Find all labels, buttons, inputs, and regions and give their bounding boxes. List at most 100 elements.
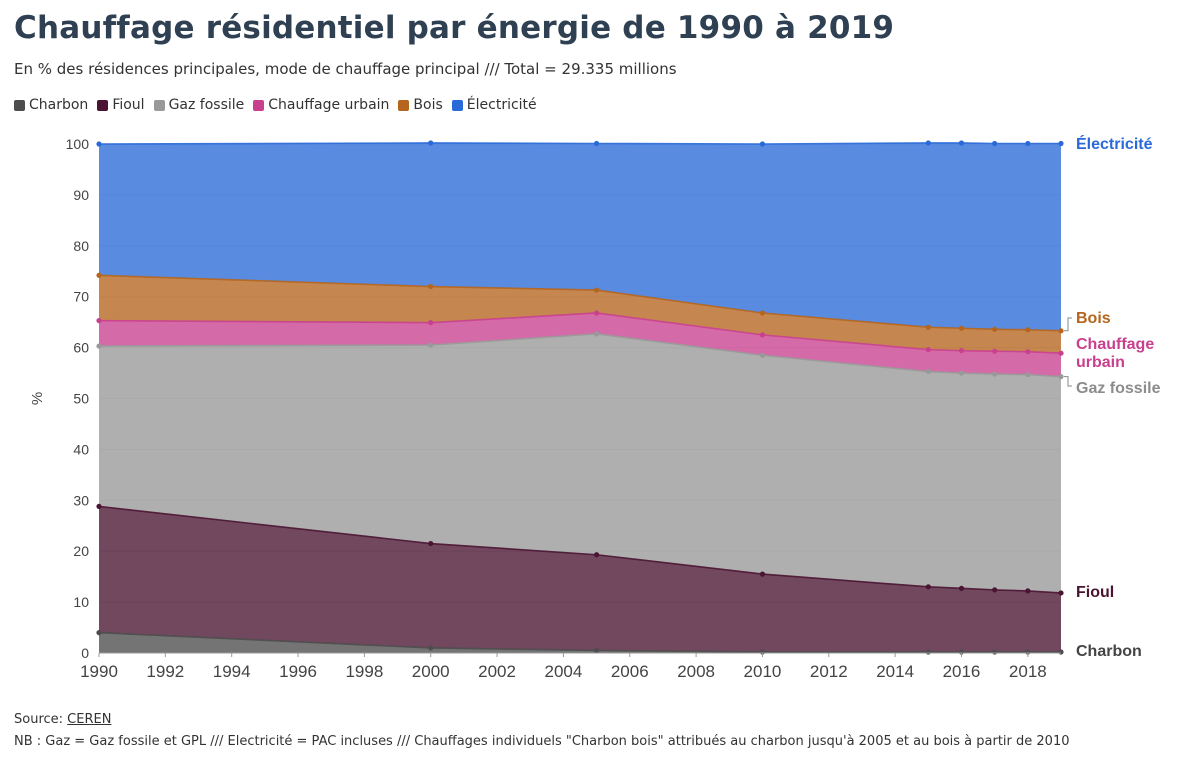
legend-item-chauffage-urbain[interactable]: Chauffage urbain xyxy=(253,97,389,113)
y-tick-label: 60 xyxy=(73,340,89,356)
end-label-charbon: Charbon xyxy=(1076,643,1142,660)
x-tick-label: 2006 xyxy=(611,662,649,681)
legend-swatch xyxy=(153,99,165,111)
end-label-fioul: Fioul xyxy=(1076,584,1114,601)
point-fioul[interactable] xyxy=(759,571,766,577)
y-tick-label: 0 xyxy=(81,645,89,661)
point-bois[interactable] xyxy=(96,272,102,278)
legend-label: Charbon xyxy=(29,97,89,113)
y-tick-label: 70 xyxy=(73,289,89,305)
point-chauffage-urbain[interactable] xyxy=(958,348,965,354)
x-tick-label: 2018 xyxy=(1009,662,1047,681)
point-fioul[interactable] xyxy=(428,540,434,547)
x-tick-label: 1998 xyxy=(345,662,383,681)
end-label-text: Gaz fossile xyxy=(1076,380,1161,397)
legend-swatch xyxy=(451,99,463,111)
point-fioul[interactable] xyxy=(1025,588,1031,594)
point-gaz-fossile[interactable] xyxy=(759,352,766,358)
point-electricite[interactable] xyxy=(428,140,434,146)
end-label-text: urbain xyxy=(1076,354,1125,371)
point-electricite[interactable] xyxy=(925,140,931,146)
point-chauffage-urbain[interactable] xyxy=(96,318,102,324)
point-chauffage-urbain[interactable] xyxy=(759,332,766,338)
point-charbon[interactable] xyxy=(593,647,600,654)
end-label-text: Bois xyxy=(1076,310,1111,327)
point-charbon[interactable] xyxy=(925,649,931,655)
source-line: Source: CEREN xyxy=(14,712,111,727)
y-tick-label: 20 xyxy=(73,543,89,559)
end-label-text: Charbon xyxy=(1076,643,1142,660)
point-bois[interactable] xyxy=(593,287,600,293)
point-gaz-fossile[interactable] xyxy=(96,343,102,349)
y-tick-label: 90 xyxy=(73,187,89,203)
x-tick-label: 2012 xyxy=(810,662,848,681)
point-fioul[interactable] xyxy=(992,587,998,593)
point-fioul[interactable] xyxy=(1058,590,1064,596)
point-electricite[interactable] xyxy=(1058,140,1064,147)
point-electricite[interactable] xyxy=(96,141,102,147)
legend-item-electricite[interactable]: Électricité xyxy=(451,97,537,113)
point-electricite[interactable] xyxy=(759,141,766,147)
point-gaz-fossile[interactable] xyxy=(958,370,965,376)
label-connector xyxy=(1064,376,1072,387)
legend-item-fioul[interactable]: Fioul xyxy=(97,97,145,113)
point-fioul[interactable] xyxy=(96,503,102,510)
legend-item-bois[interactable]: Bois xyxy=(398,97,443,113)
point-chauffage-urbain[interactable] xyxy=(992,348,998,354)
x-tick-label: 1990 xyxy=(80,662,118,681)
point-fioul[interactable] xyxy=(593,552,600,558)
x-tick-label: 2008 xyxy=(677,662,715,681)
point-gaz-fossile[interactable] xyxy=(992,371,998,377)
point-chauffage-urbain[interactable] xyxy=(428,320,434,326)
point-fioul[interactable] xyxy=(925,584,931,590)
source-link[interactable]: CEREN xyxy=(67,712,112,727)
legend-label: Chauffage urbain xyxy=(268,97,390,113)
point-gaz-fossile[interactable] xyxy=(428,342,434,348)
point-fioul[interactable] xyxy=(958,585,965,591)
y-tick-label: 40 xyxy=(73,441,89,457)
point-gaz-fossile[interactable] xyxy=(1025,371,1031,378)
x-tick-label: 1992 xyxy=(146,662,184,681)
y-tick-label: 50 xyxy=(73,391,89,407)
point-electricite[interactable] xyxy=(1025,140,1031,147)
point-gaz-fossile[interactable] xyxy=(1058,374,1064,380)
legend-swatch xyxy=(97,99,109,111)
point-charbon[interactable] xyxy=(992,649,998,655)
area-electricite xyxy=(99,142,1061,331)
point-bois[interactable] xyxy=(925,324,931,330)
point-bois[interactable] xyxy=(1058,328,1064,334)
legend-item-charbon[interactable]: Charbon xyxy=(14,97,88,113)
point-bois[interactable] xyxy=(1025,327,1031,333)
point-electricite[interactable] xyxy=(593,140,600,147)
point-electricite[interactable] xyxy=(958,140,965,146)
x-tick-label: 2004 xyxy=(544,662,582,681)
point-gaz-fossile[interactable] xyxy=(925,368,931,375)
point-bois[interactable] xyxy=(958,325,965,331)
x-tick-label: 1994 xyxy=(213,662,251,681)
chart-title: Chauffage résidentiel par énergie de 199… xyxy=(14,10,895,46)
legend-item-gaz-fossile[interactable]: Gaz fossile xyxy=(153,97,244,113)
point-gaz-fossile[interactable] xyxy=(593,331,600,337)
end-label-gaz-fossile: Gaz fossile xyxy=(1076,380,1161,397)
point-chauffage-urbain[interactable] xyxy=(925,347,931,353)
point-chauffage-urbain[interactable] xyxy=(593,310,600,316)
point-chauffage-urbain[interactable] xyxy=(1058,350,1064,356)
point-charbon[interactable] xyxy=(96,630,102,636)
area-charbon xyxy=(99,632,1061,653)
point-charbon[interactable] xyxy=(1058,649,1064,655)
point-charbon[interactable] xyxy=(428,645,434,651)
y-tick-label: 100 xyxy=(66,136,90,152)
point-chauffage-urbain[interactable] xyxy=(1025,349,1031,355)
point-bois[interactable] xyxy=(992,326,998,332)
point-bois[interactable] xyxy=(428,283,434,290)
legend-label: Fioul xyxy=(112,97,145,113)
end-label-bois: Bois xyxy=(1076,310,1111,327)
y-tick-label: 30 xyxy=(73,492,89,508)
point-bois[interactable] xyxy=(759,310,766,316)
point-electricite[interactable] xyxy=(992,140,998,147)
end-label-text: Électricité xyxy=(1076,134,1153,153)
x-tick-label: 2000 xyxy=(412,662,450,681)
x-tick-label: 2010 xyxy=(744,662,782,681)
chart-subtitle: En % des résidences principales, mode de… xyxy=(14,60,677,78)
